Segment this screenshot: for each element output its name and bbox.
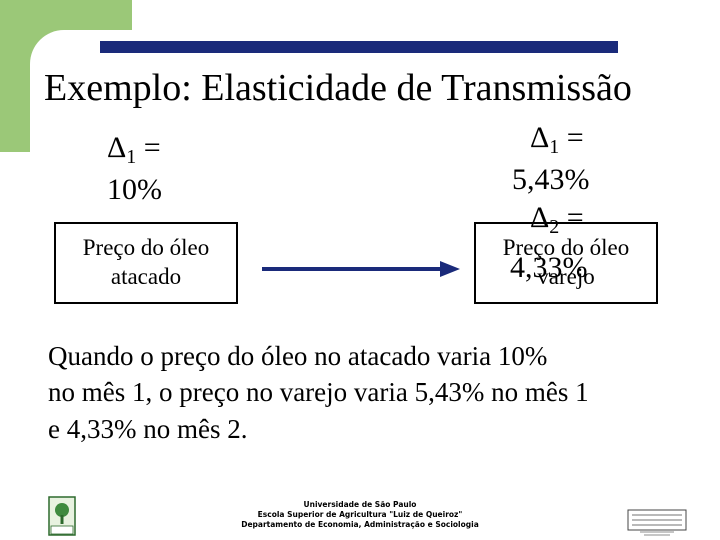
- delta-symbol: Δ: [530, 201, 550, 234]
- delta-symbol: Δ: [530, 121, 550, 154]
- right-delta-1: Δ1 =: [530, 120, 584, 159]
- footer-line-1: Universidade de São Paulo: [303, 500, 417, 509]
- delta-subscript: 2: [549, 216, 560, 238]
- lcf-esalq-logo: [627, 509, 687, 536]
- left-delta-value: 10%: [107, 173, 162, 206]
- right-delta-2-value: 4,33%: [510, 251, 588, 284]
- paragraph-line-2: no mês 1, o preço no varejo varia 5,43% …: [48, 377, 589, 408]
- footer-institution: Universidade de São Paulo Escola Superio…: [200, 500, 520, 529]
- delta-subscript: 1: [549, 136, 560, 158]
- footer-line-3: Departamento de Economia, Administração …: [241, 519, 479, 529]
- box-label-line1: Preço do óleo: [502, 235, 630, 261]
- wholesale-price-box: Preço do óleo atacado: [54, 222, 238, 304]
- explanation-paragraph: Quando o preço do óleo no atacado varia …: [48, 338, 720, 447]
- equals-sign: =: [559, 121, 584, 154]
- box-label-line2: atacado: [110, 264, 182, 289]
- delta-symbol: Δ: [107, 131, 127, 164]
- dealq-logo: [48, 496, 76, 536]
- right-delta-2: Δ2 =: [530, 200, 584, 239]
- footer-line-2: Escola Superior de Agricultura "Luiz de …: [257, 509, 463, 519]
- retail-price-box: Preço do óleo varejo: [474, 222, 658, 304]
- equals-sign: =: [559, 201, 584, 234]
- right-delta-1-value: 5,43%: [512, 163, 590, 196]
- title-panel: [30, 30, 720, 180]
- left-delta-1: Δ1 =: [107, 130, 161, 169]
- arrow-right-icon: [262, 261, 460, 277]
- box-label-line2: varejo: [537, 264, 595, 289]
- title-underline-bar: [100, 41, 618, 53]
- slide-title: Exemplo: Elasticidade de Transmissão: [44, 67, 632, 109]
- equals-sign: =: [136, 131, 161, 164]
- paragraph-line-1: Quando o preço do óleo no atacado varia …: [48, 341, 548, 371]
- paragraph-line-3: e 4,33% no mês 2.: [48, 413, 248, 444]
- box-label-line1: Preço do óleo: [82, 235, 210, 261]
- delta-subscript: 1: [126, 146, 137, 168]
